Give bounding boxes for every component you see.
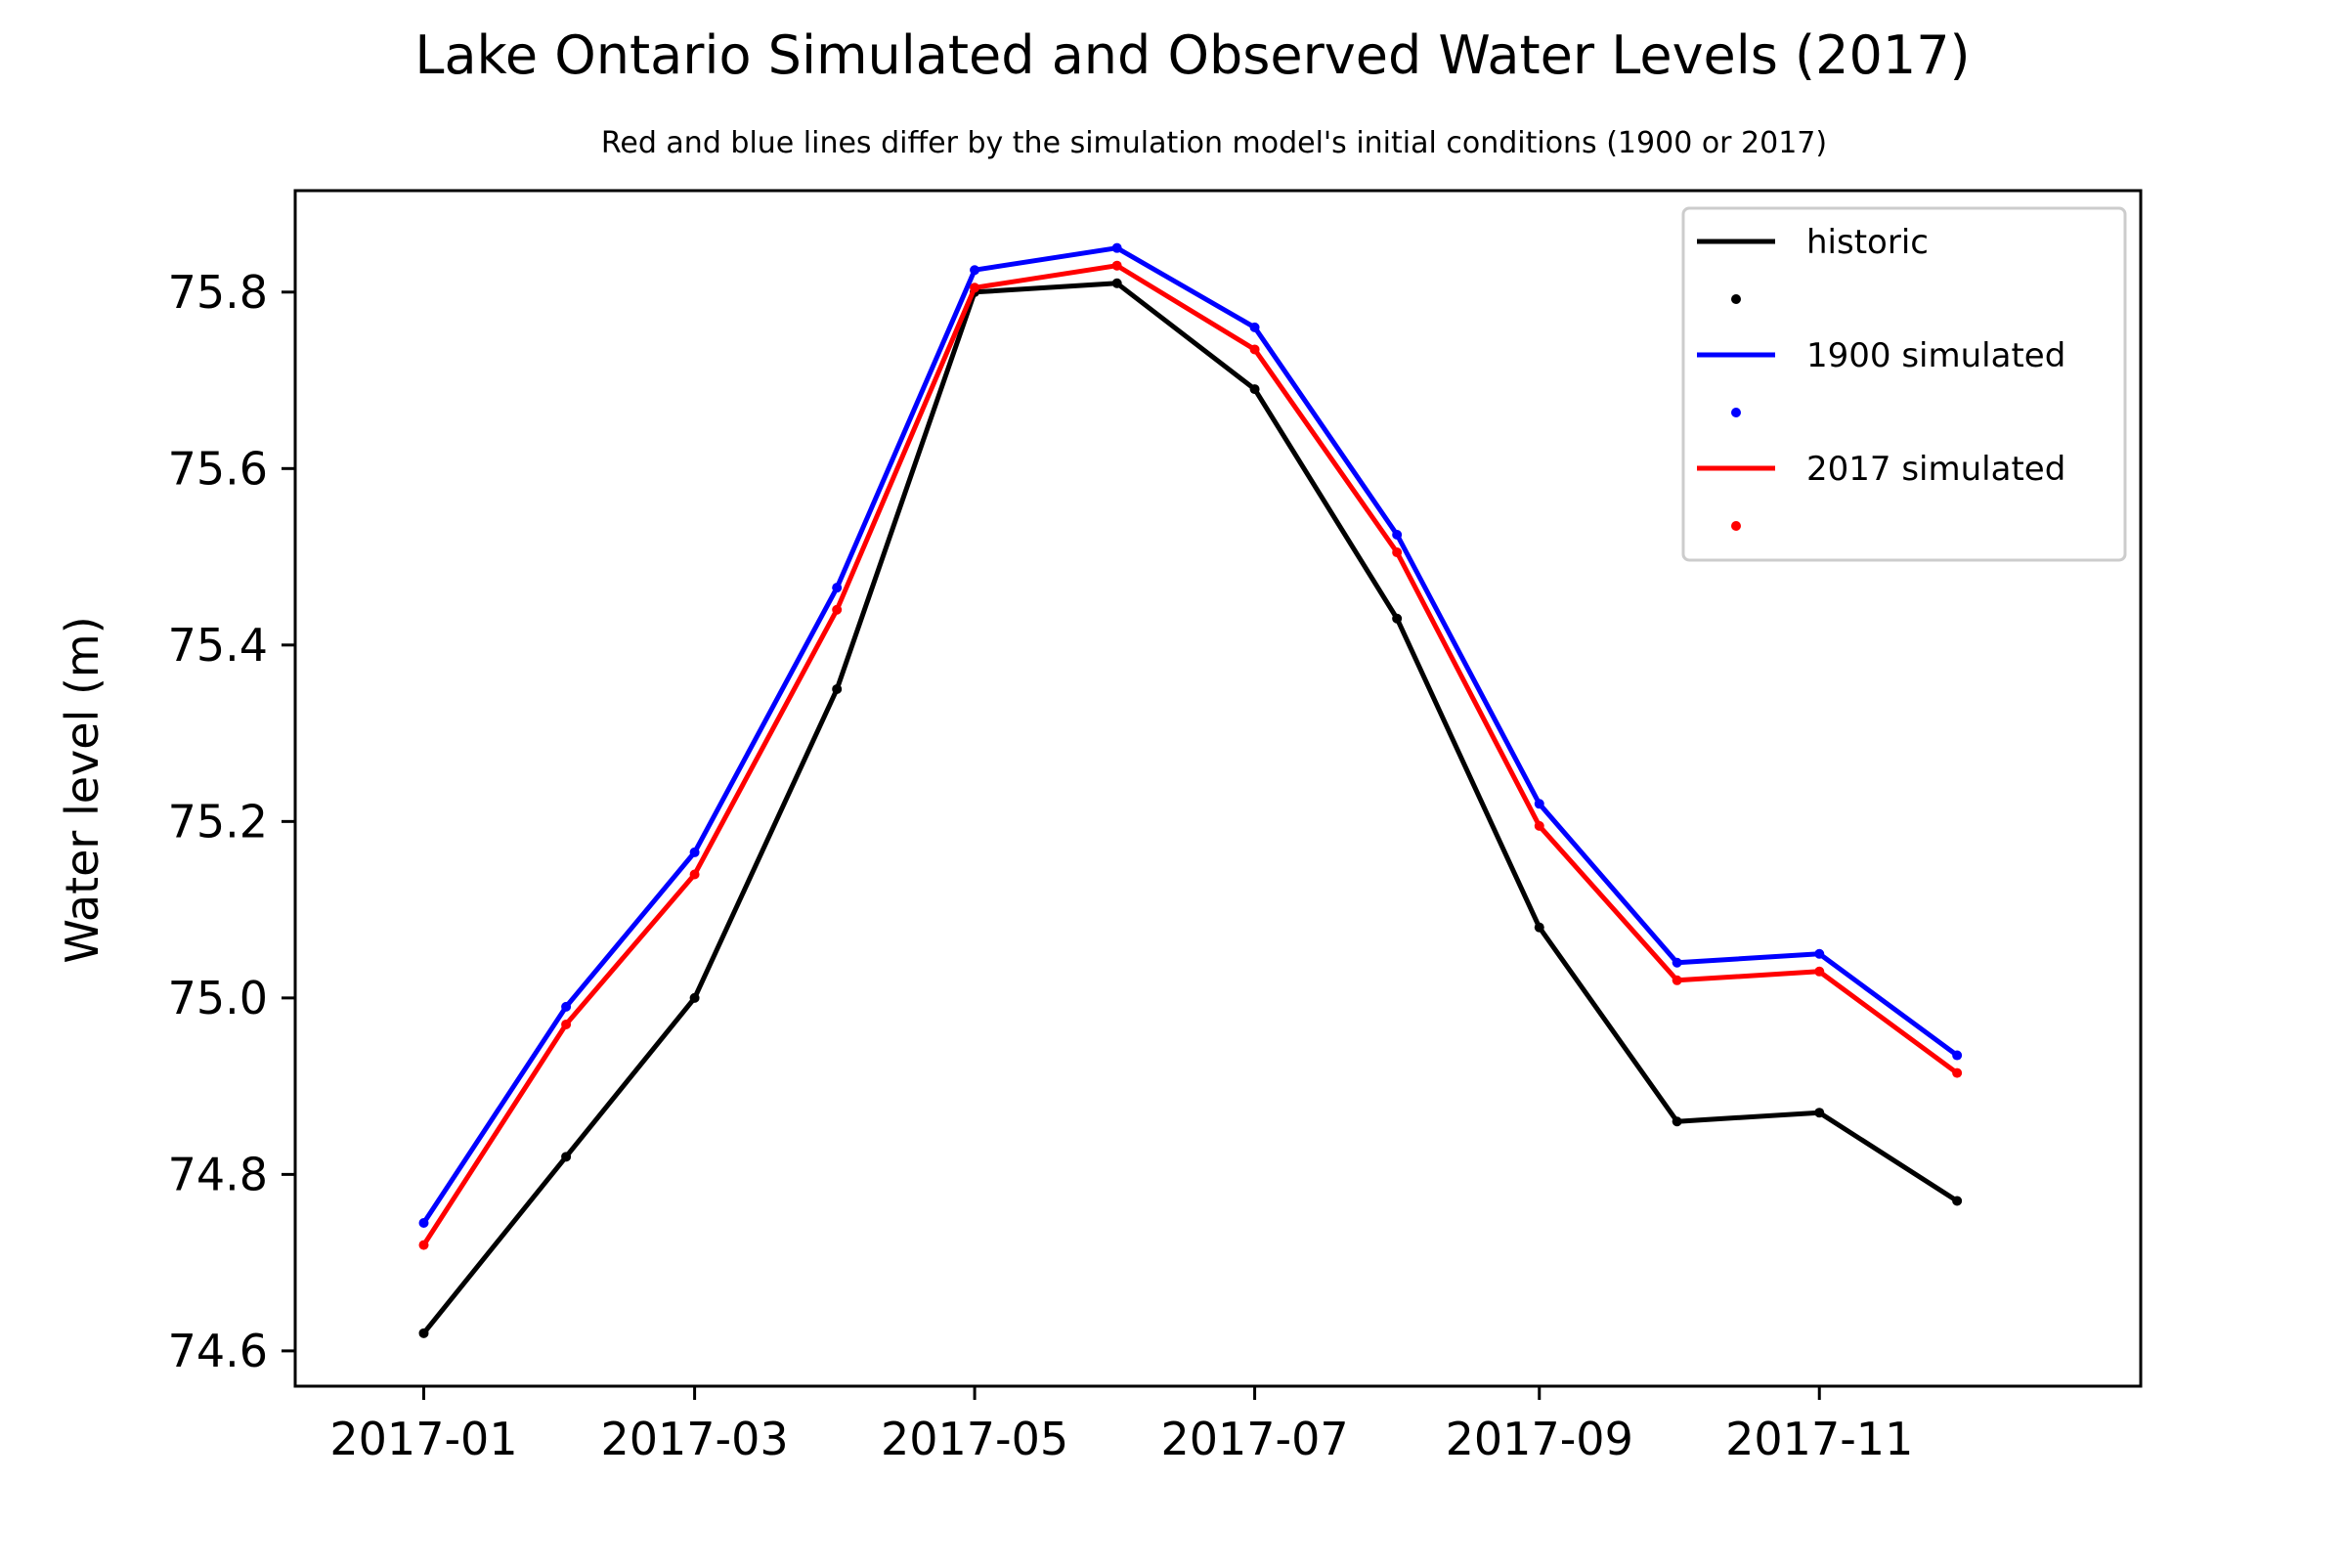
data-point-historic [1111,278,1122,288]
y-tick-label: 75.0 [168,972,268,1024]
data-point-historic [832,683,843,694]
data-point-historic [1392,613,1403,624]
data-point-historic [689,992,700,1003]
y-tick-label: 75.8 [168,266,268,319]
data-point-2017-simulated [418,1240,429,1250]
y-tick-label: 75.6 [168,442,268,495]
data-point-1900-simulated [1534,799,1544,809]
x-tick-label: 2017-05 [881,1413,1068,1465]
legend-marker-historic [1731,294,1741,304]
y-tick-label: 74.8 [168,1148,268,1200]
data-point-1900-simulated [1249,322,1260,332]
legend-marker-1900-simulated [1731,408,1741,417]
chart-title: Lake Ontario Simulated and Observed Wate… [414,24,1970,86]
data-point-2017-simulated [689,869,700,880]
data-point-1900-simulated [1814,948,1825,959]
data-point-2017-simulated [1111,260,1122,271]
data-point-2017-simulated [1392,547,1403,558]
legend-marker-2017-simulated [1731,521,1741,531]
data-point-2017-simulated [561,1019,572,1029]
x-tick-label: 2017-03 [600,1413,788,1465]
x-tick-label: 2017-11 [1725,1413,1913,1465]
y-tick-label: 74.6 [168,1325,268,1377]
data-point-2017-simulated [1952,1067,1963,1078]
data-point-1900-simulated [1392,530,1403,541]
series-line-historic [421,281,1959,1335]
data-point-2017-simulated [1672,975,1682,985]
x-tick-label: 2017-09 [1446,1413,1633,1465]
data-point-historic [1672,1116,1682,1127]
data-point-historic [418,1328,429,1338]
legend-box [1681,206,2127,562]
legend-label-historic: historic [1806,223,1929,262]
series-line-2017-simulated [421,263,1959,1246]
legend-label-1900-simulated: 1900 simulated [1806,336,2065,375]
data-point-1900-simulated [689,847,700,857]
data-point-2017-simulated [832,604,843,615]
data-point-1900-simulated [1952,1050,1963,1061]
data-point-historic [561,1152,572,1162]
plot-frame [293,189,2143,1388]
data-point-1900-simulated [561,1001,572,1012]
data-point-2017-simulated [1534,820,1544,831]
data-point-2017-simulated [1814,966,1825,977]
data-point-1900-simulated [832,583,843,593]
data-point-2017-simulated [970,283,980,293]
x-tick-label: 2017-07 [1160,1413,1348,1465]
data-point-1900-simulated [970,265,980,276]
data-point-1900-simulated [1111,242,1122,253]
plot-area: 2017-01 2017-03 2017-05 2017-07 2017-09 2017-… [168,189,2143,1465]
y-tick-label: 75.4 [168,619,268,672]
data-point-historic [1534,922,1544,933]
data-point-1900-simulated [418,1218,429,1229]
data-point-historic [1814,1108,1825,1118]
data-point-2017-simulated [1249,344,1260,355]
data-point-historic [1249,384,1260,395]
data-point-historic [1952,1196,1963,1206]
legend-label-2017-simulated: 2017 simulated [1806,450,2065,489]
x-tick-label: 2017-01 [329,1413,517,1465]
y-tick-label: 75.2 [168,795,268,848]
series-line-1900-simulated [421,245,1959,1225]
data-point-1900-simulated [1672,957,1682,968]
chart-subtitle: Red and blue lines differ by the simulat… [601,126,1827,160]
y-axis-label: Water level (m) [56,616,109,963]
legend: historic 1900 simulated 2017 simulated [1681,206,2127,562]
